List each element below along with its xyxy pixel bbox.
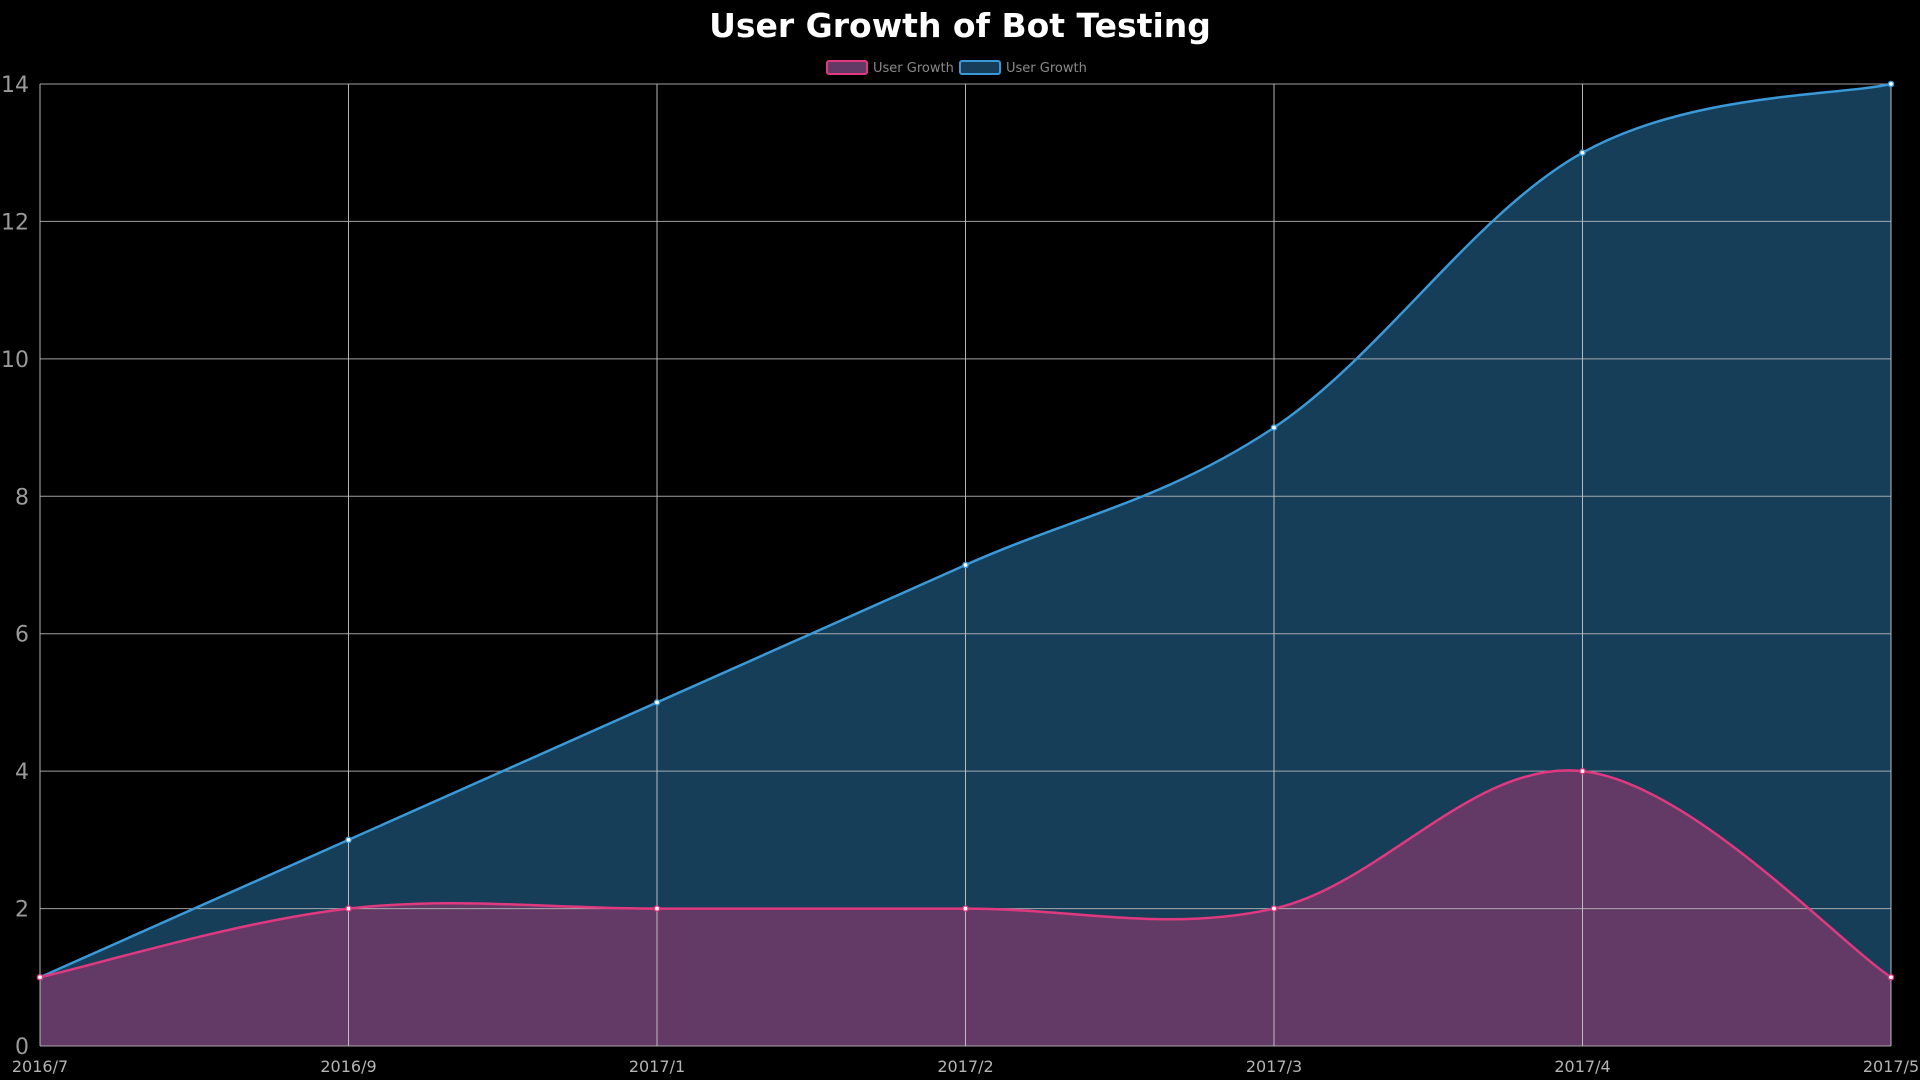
x-tick-label-2017/4: 2017/4: [1554, 1057, 1610, 1076]
x-tick-label-2016/7: 2016/7: [12, 1057, 68, 1076]
legend[interactable]: User Growth User Growth: [826, 60, 1087, 76]
legend-swatch-series-1[interactable]: [826, 60, 868, 75]
y-tick-label-2: 2: [15, 898, 29, 923]
series-1-point-2017/4: [1579, 767, 1586, 775]
series-2-point-2016/9: [345, 836, 352, 844]
series-2-point-2017/1: [653, 699, 661, 706]
series-1-point-2017/3: [1270, 905, 1278, 912]
x-tick-label-2017/2: 2017/2: [937, 1057, 993, 1076]
series-2-point-2017/2: [962, 561, 969, 569]
legend-item-series-2[interactable]: User Growth: [959, 60, 1087, 76]
series-1-point-2016/9: [345, 905, 352, 912]
legend-label-series-1[interactable]: User Growth: [873, 61, 954, 76]
series-2-point-2017/4: [1579, 149, 1586, 157]
y-tick-label-10: 10: [1, 348, 29, 373]
legend-label-series-2[interactable]: User Growth: [1006, 61, 1087, 76]
series-2-point-2017/5: [1887, 80, 1895, 88]
legend-swatch-series-2[interactable]: [959, 60, 1001, 75]
y-tick-label-4: 4: [15, 760, 29, 785]
x-tick-label-2016/9: 2016/9: [320, 1057, 376, 1076]
chart-title: User Growth of Bot Testing: [709, 6, 1211, 45]
series-1-point-2017/1: [653, 905, 661, 912]
axis-labels: 0 2 4 6 8 10 12 14 2016/7 2016/9 2017/1 2017/2 2017/…: [1, 73, 1919, 1076]
legend-item-series-1[interactable]: User Growth: [826, 60, 954, 76]
y-tick-label-14: 14: [1, 73, 29, 98]
series-1-point-2016/7: [36, 973, 44, 981]
series-1-point-2017/5: [1887, 973, 1895, 981]
series-1-point-2017/2: [962, 905, 969, 912]
x-tick-label-2017/3: 2017/3: [1246, 1057, 1302, 1076]
y-tick-label-6: 6: [15, 623, 29, 648]
x-tick-label-2017/5: 2017/5: [1863, 1057, 1919, 1076]
series-1-area: [40, 770, 1891, 1046]
x-tick-label-2017/1: 2017/1: [629, 1057, 685, 1076]
plot-points: [36, 80, 1895, 981]
y-tick-label-12: 12: [1, 210, 29, 235]
y-tick-label-8: 8: [15, 485, 29, 510]
series-2-point-2017/3: [1270, 424, 1278, 431]
y-tick-label-0: 0: [15, 1035, 29, 1060]
